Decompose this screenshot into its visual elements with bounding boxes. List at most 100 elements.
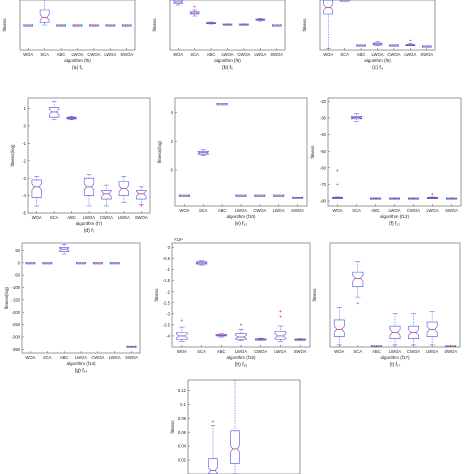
y-tick-label: 0 bbox=[24, 123, 27, 128]
box-cwoa bbox=[101, 184, 112, 207]
y-tick-label: -350 bbox=[12, 347, 21, 352]
box-cwoa bbox=[254, 337, 267, 341]
chart-panel-6: -20 -30 -40 -50 -60 -70 -80 fitness WOA SCA ABC LWO… bbox=[310, 97, 462, 227]
x-tick-label: WOA bbox=[332, 208, 342, 213]
x-tick-label: ABC bbox=[217, 349, 226, 354]
box-abc bbox=[66, 116, 77, 121]
chart-panel-3: fitness WOA SCA ABC LWOA CWOA LWGA SWOA algorith… bbox=[302, 0, 436, 71]
panel-caption: (b) f₅ bbox=[222, 65, 233, 71]
y-tick-label: -50 bbox=[14, 273, 21, 278]
box-cwoa bbox=[407, 197, 420, 200]
x-tick-label: ABC bbox=[207, 52, 216, 57]
x-tick-label: SCA bbox=[354, 349, 363, 354]
y-tick-label: 0.04 bbox=[178, 444, 187, 449]
box-abc bbox=[215, 333, 228, 338]
outlier-point: + bbox=[336, 182, 339, 188]
x-tick-label: LWGA bbox=[104, 52, 116, 57]
x-tick-label: LWOA bbox=[221, 52, 233, 57]
box-lwoa bbox=[235, 194, 247, 197]
box-body bbox=[274, 331, 287, 340]
y-tick-label: 4 bbox=[171, 110, 174, 115]
box-body bbox=[39, 9, 50, 23]
box-cwoa bbox=[239, 23, 249, 26]
x-axis-label: algorithm (f14) bbox=[66, 361, 96, 366]
box-woa bbox=[333, 307, 345, 346]
box-lwoa bbox=[222, 23, 233, 26]
box-swoa bbox=[445, 197, 458, 200]
x-tick-label: CWOA bbox=[87, 52, 100, 57]
box-sca: + bbox=[189, 5, 200, 17]
box-body bbox=[445, 197, 458, 200]
y-tick-label: -3 bbox=[22, 176, 26, 181]
box-body bbox=[126, 345, 137, 348]
x-tick-label: CWOA bbox=[253, 208, 266, 213]
box-body bbox=[42, 262, 53, 265]
y-tick-label: -2.5 bbox=[163, 300, 171, 305]
box-swoa bbox=[121, 24, 132, 27]
box-body bbox=[197, 150, 209, 155]
box-sca bbox=[197, 149, 209, 156]
y-tick-label: 0 bbox=[171, 168, 174, 173]
box-sca bbox=[195, 260, 208, 266]
y-axis-label: fitness bbox=[152, 18, 157, 32]
x-axis-label: algorithm (f15) bbox=[226, 355, 256, 360]
y-tick-label: -200 bbox=[12, 310, 21, 315]
box-lwoa bbox=[72, 24, 83, 27]
box-body bbox=[271, 24, 282, 27]
box-lwoa: + bbox=[235, 322, 247, 341]
box-body bbox=[235, 333, 247, 340]
x-tick-label: CWOA bbox=[407, 349, 420, 354]
panel-caption: (g) f₁₄ bbox=[75, 368, 88, 374]
plot-frame bbox=[327, 97, 462, 207]
box-cwoa bbox=[254, 194, 266, 197]
x-axis-label: algorithm (f10) bbox=[226, 214, 256, 219]
box-body bbox=[222, 23, 233, 26]
x-axis-label: algorithm (f5) bbox=[64, 58, 91, 63]
y-axis-label: fitness bbox=[154, 288, 159, 302]
box-woa bbox=[25, 262, 36, 265]
box-body bbox=[235, 194, 247, 197]
y-tick-label: -20 bbox=[320, 99, 327, 104]
box-abc bbox=[356, 44, 366, 47]
box-body bbox=[372, 42, 383, 46]
box-body bbox=[239, 23, 249, 26]
y-tick-label: -2 bbox=[22, 158, 26, 163]
box-body bbox=[426, 197, 439, 199]
x-tick-label: SWOA bbox=[444, 349, 457, 354]
box-body bbox=[421, 45, 432, 48]
box-lwga bbox=[426, 311, 438, 346]
plot-frame bbox=[21, 242, 141, 354]
box-abc bbox=[371, 345, 382, 347]
y-axis-label: fitness(log) bbox=[157, 140, 162, 163]
box-sca bbox=[350, 113, 363, 122]
x-tick-label: WOA bbox=[23, 52, 33, 57]
x-tick-label: CWOA bbox=[91, 355, 104, 360]
box-abc bbox=[369, 197, 382, 200]
outlier-point: + bbox=[212, 419, 215, 425]
box-woa: ++ bbox=[331, 169, 344, 199]
x-tick-label: SCA bbox=[197, 349, 206, 354]
x-tick-label: ABC bbox=[67, 215, 76, 220]
chart-panel-9: fitness WOA SCA ABC LWOA CWOA LWGA SWOA algorith… bbox=[312, 242, 461, 368]
box-body bbox=[208, 458, 218, 474]
box-body bbox=[333, 319, 345, 337]
box-body bbox=[405, 44, 416, 47]
box-body bbox=[445, 345, 457, 347]
x-tick-label: SWOA bbox=[125, 355, 138, 360]
chart-panel-2: fitness WOA SCA ABC LWOA CWOA LWGA SWOA algorith… bbox=[152, 0, 286, 71]
box-body bbox=[49, 107, 60, 118]
box-woa bbox=[31, 176, 42, 207]
y-tick-label: -4 bbox=[166, 334, 170, 339]
x-tick-label: SCA bbox=[43, 355, 52, 360]
plot-frame bbox=[329, 242, 461, 348]
x-tick-label: LWOA bbox=[371, 52, 383, 57]
x-tick-label: SWOA bbox=[135, 215, 148, 220]
box-lwga bbox=[118, 176, 129, 203]
box-lwga: + bbox=[405, 39, 416, 47]
outlier-point: + bbox=[336, 169, 339, 175]
y-exponent: ×10⁴ bbox=[174, 237, 183, 242]
box-body bbox=[230, 430, 240, 464]
x-tick-label: LWGA bbox=[273, 208, 285, 213]
box-body bbox=[195, 261, 208, 265]
y-tick-label: 0.12 bbox=[178, 388, 187, 393]
